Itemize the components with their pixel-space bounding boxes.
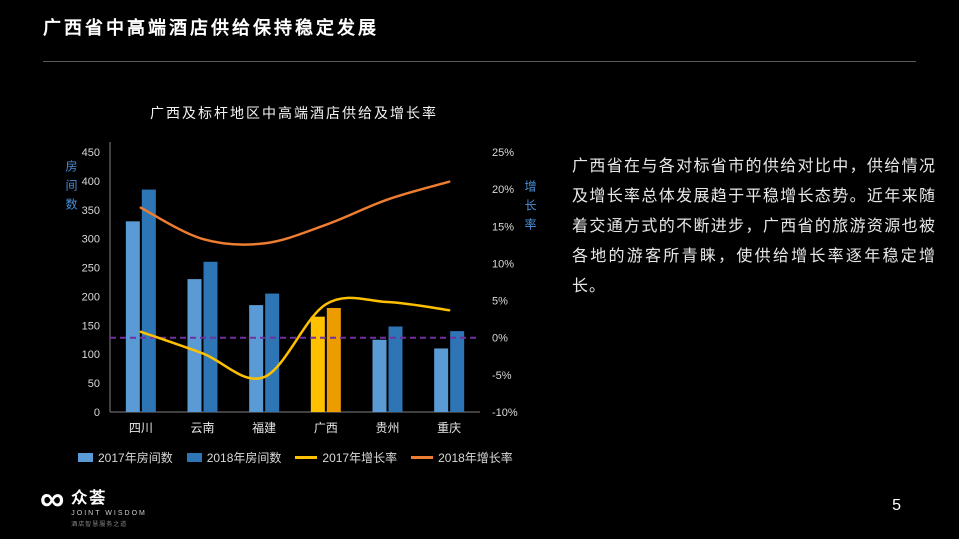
- legend-label-2018-rooms: 2018年房间数: [206, 451, 282, 465]
- category-label: 贵州: [375, 421, 399, 435]
- right-axis-tick: -10%: [492, 407, 518, 419]
- legend-swatch-2017-rooms: [78, 453, 93, 462]
- infinity-logo-icon: ∞: [40, 480, 65, 518]
- line-2017年增长率: [139, 296, 451, 380]
- bar-2018年房间数-广西: [326, 308, 341, 412]
- bar-2018年房间数-四川: [141, 189, 156, 412]
- category-label: 四川: [129, 421, 153, 435]
- left-axis-tick: 450: [82, 147, 100, 159]
- left-axis-tick: 0: [94, 407, 100, 419]
- left-axis-tick: 300: [82, 234, 100, 246]
- legend-item-2017-rooms: 2017年房间数: [78, 449, 173, 466]
- logo-tagline: 酒店智慧服务之道: [71, 522, 128, 528]
- commentary-text: 广西省在与各对标省市的供给对比中，供给情况及增长率总体发展趋于平稳增长态势。近年…: [572, 158, 936, 295]
- legend-swatch-2018-rooms: [186, 453, 202, 462]
- page-number: 5: [892, 497, 901, 514]
- left-axis-tick: 350: [82, 205, 100, 217]
- joint-wisdom-logo: ∞ 众荟 JOINT WISDOM 酒店智慧服务之道: [40, 482, 147, 528]
- right-axis-tick: 20%: [492, 184, 514, 196]
- right-axis-label: 增长率: [523, 180, 537, 237]
- category-label: 云南: [190, 420, 214, 435]
- left-axis-tick: 400: [82, 176, 100, 188]
- left-axis-label: 房间数: [64, 160, 78, 217]
- category-label: 重庆: [437, 421, 461, 435]
- line-2018年增长率: [139, 180, 451, 246]
- category-label: 广西: [314, 421, 338, 435]
- left-axis-tick: 200: [82, 291, 100, 303]
- legend-swatch-2018-growth: [411, 456, 434, 459]
- left-axis-tick: 250: [82, 263, 100, 275]
- left-axis-tick: 50: [88, 378, 100, 390]
- left-axis-tick: 150: [82, 320, 100, 332]
- slide-title: 广西省中高端酒店供给保持稳定发展: [43, 18, 379, 38]
- legend-label-2018-growth: 2018年增长率: [438, 451, 513, 465]
- right-axis-tick: 10%: [492, 258, 514, 270]
- right-axis-tick: -5%: [492, 370, 512, 382]
- logo-text-block: 众荟 JOINT WISDOM 酒店智慧服务之道: [71, 482, 147, 528]
- bar-2017年房间数-福建: [249, 305, 264, 412]
- bar-2017年房间数-四川: [125, 221, 140, 412]
- right-axis-tick: 15%: [492, 221, 514, 233]
- logo-name-en: JOINT WISDOM: [71, 510, 147, 517]
- chart-title: 广西及标杆地区中高端酒店供给及增长率: [150, 105, 438, 121]
- right-axis-tick: 5%: [492, 296, 508, 308]
- right-axis-tick: 25%: [492, 147, 514, 159]
- legend-item-2018-growth: 2018年增长率: [411, 449, 513, 466]
- bar-2018年房间数-重庆: [450, 331, 465, 412]
- legend-swatch-2017-growth: [295, 456, 318, 459]
- chart-legend: 2017年房间数 2018年房间数 2017年增长率 2018年增长率: [78, 449, 513, 466]
- bar-2017年房间数-广西: [310, 316, 325, 412]
- category-label: 福建: [252, 420, 276, 435]
- legend-item-2018-rooms: 2018年房间数: [186, 449, 282, 466]
- title-divider: [43, 61, 916, 62]
- bar-2017年房间数-贵州: [372, 339, 387, 412]
- supply-growth-chart: 0 50 100 150 200 250 300 350 400 450 -10% -5% 0% 5% 10…: [82, 142, 518, 435]
- right-axis-tick: 0%: [492, 333, 508, 345]
- legend-label-2017-growth: 2017年增长率: [322, 451, 398, 465]
- bar-2018年房间数-贵州: [388, 326, 403, 412]
- bar-2017年房间数-重庆: [434, 348, 449, 412]
- left-axis-tick: 100: [82, 349, 100, 361]
- logo-name-cn: 众荟: [71, 490, 108, 507]
- bar-2017年房间数-云南: [187, 279, 202, 412]
- legend-label-2017-rooms: 2017年房间数: [98, 451, 173, 465]
- bar-2018年房间数-福建: [265, 293, 280, 412]
- legend-item-2017-growth: 2017年增长率: [295, 449, 397, 466]
